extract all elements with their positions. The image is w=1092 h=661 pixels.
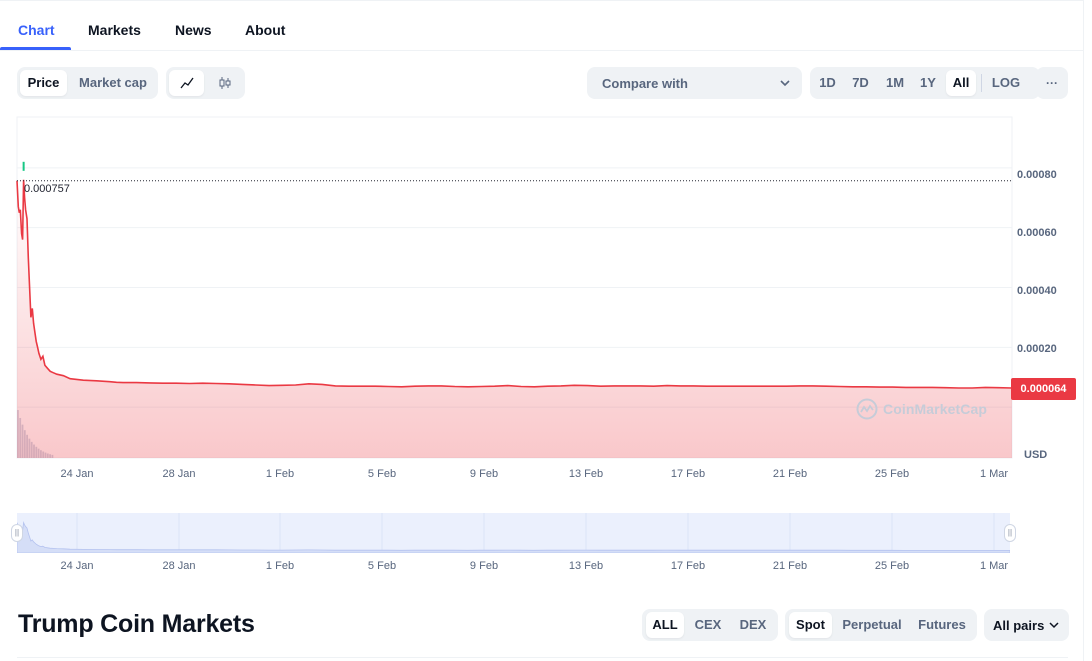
tab-news[interactable]: News [175, 22, 212, 38]
candlestick-chart-button[interactable] [207, 70, 242, 96]
coinmarketcap-watermark: CoinMarketCap [856, 398, 987, 420]
log-scale-button[interactable]: LOG [991, 75, 1021, 90]
navigator-x-tick-label: 1 Feb [265, 560, 295, 572]
x-tick-label: 17 Feb [670, 468, 706, 480]
navigator-preview [16, 513, 1011, 554]
range-all-button[interactable]: All [946, 70, 976, 96]
navigator-left-handle[interactable]: || [11, 524, 23, 542]
x-tick-label: 9 Feb [469, 468, 499, 480]
exchange-all-button[interactable]: ALL [646, 612, 684, 638]
price-line [16, 179, 1013, 389]
range-1m-button[interactable]: 1M [885, 75, 905, 90]
navigator-x-tick-label: 24 Jan [60, 560, 94, 572]
peak-price-label: 0.000757 [24, 183, 70, 195]
market-spot-button[interactable]: Spot [789, 612, 832, 638]
x-tick-label: 25 Feb [874, 468, 910, 480]
chevron-down-icon [1049, 622, 1059, 629]
compare-with-dropdown[interactable]: Compare with [587, 67, 802, 99]
tab-bar: Chart Markets News About [0, 0, 1084, 51]
more-options-wrapper: ··· [1036, 67, 1068, 99]
x-tick-label: 13 Feb [568, 468, 604, 480]
market-type-toggle: Spot Perpetual Futures [785, 609, 977, 641]
toolbar-divider [981, 74, 982, 92]
tab-about[interactable]: About [245, 22, 286, 38]
y-tick-label: 0.00080 [1017, 169, 1057, 181]
range-navigator[interactable] [16, 513, 1011, 554]
navigator-right-handle[interactable]: || [1004, 524, 1016, 542]
y-tick-label: 0.00020 [1017, 343, 1057, 355]
price-chart[interactable] [0, 110, 1084, 470]
navigator-x-tick-label: 17 Feb [670, 560, 706, 572]
navigator-x-tick-label: 1 Mar [979, 560, 1009, 572]
x-tick-label: 1 Mar [979, 468, 1009, 480]
range-1y-button[interactable]: 1Y [920, 75, 936, 90]
x-tick-label: 5 Feb [367, 468, 397, 480]
tab-chart[interactable]: Chart [18, 22, 55, 38]
chevron-down-icon [780, 80, 790, 87]
exchange-dex-button[interactable]: DEX [739, 617, 767, 632]
navigator-x-tick-label: 9 Feb [469, 560, 499, 572]
market-cap-button[interactable]: Market cap [79, 75, 147, 90]
active-tab-indicator [0, 47, 71, 50]
x-tick-label: 1 Feb [265, 468, 295, 480]
data-type-toggle: Price Market cap [17, 67, 158, 99]
all-pairs-dropdown[interactable]: All pairs [984, 609, 1069, 641]
line-chart-button[interactable] [169, 70, 204, 96]
line-chart-icon [179, 77, 194, 89]
coinmarketcap-logo-icon [856, 398, 878, 420]
time-range-toggle: 1D 7D 1M 1Y All LOG [810, 67, 1040, 99]
frame-right-border [1083, 0, 1084, 661]
exchange-cex-button[interactable]: CEX [694, 617, 722, 632]
currency-label: USD [1024, 449, 1048, 461]
range-7d-button[interactable]: 7D [852, 75, 869, 90]
current-price-tag: 0.000064 [1011, 378, 1076, 400]
all-pairs-label: All pairs [993, 618, 1045, 633]
markets-section-title: Trump Coin Markets [18, 610, 255, 638]
x-tick-label: 24 Jan [60, 468, 94, 480]
compare-with-label: Compare with [602, 76, 688, 91]
market-futures-button[interactable]: Futures [918, 617, 966, 632]
y-tick-label: 0.00040 [1017, 285, 1057, 297]
price-area [17, 179, 1012, 459]
y-tick-label: 0.00060 [1017, 227, 1057, 239]
x-tick-label: 28 Jan [162, 468, 196, 480]
tab-markets[interactable]: Markets [88, 22, 141, 38]
exchange-type-toggle: ALL CEX DEX [642, 609, 778, 641]
candlestick-icon [219, 77, 230, 89]
more-options-button[interactable]: ··· [1046, 76, 1058, 90]
x-tick-label: 21 Feb [772, 468, 808, 480]
navigator-x-tick-label: 13 Feb [568, 560, 604, 572]
market-perpetual-button[interactable]: Perpetual [842, 617, 902, 632]
frame-top-border [0, 0, 1084, 1]
navigator-x-tick-label: 28 Jan [162, 560, 196, 572]
navigator-x-tick-label: 25 Feb [874, 560, 910, 572]
price-button[interactable]: Price [20, 70, 67, 96]
range-1d-button[interactable]: 1D [819, 75, 836, 90]
watermark-text: CoinMarketCap [883, 401, 987, 417]
navigator-x-tick-label: 21 Feb [772, 560, 808, 572]
navigator-x-tick-label: 5 Feb [367, 560, 397, 572]
section-divider [17, 657, 1068, 658]
chart-style-toggle [166, 67, 245, 99]
